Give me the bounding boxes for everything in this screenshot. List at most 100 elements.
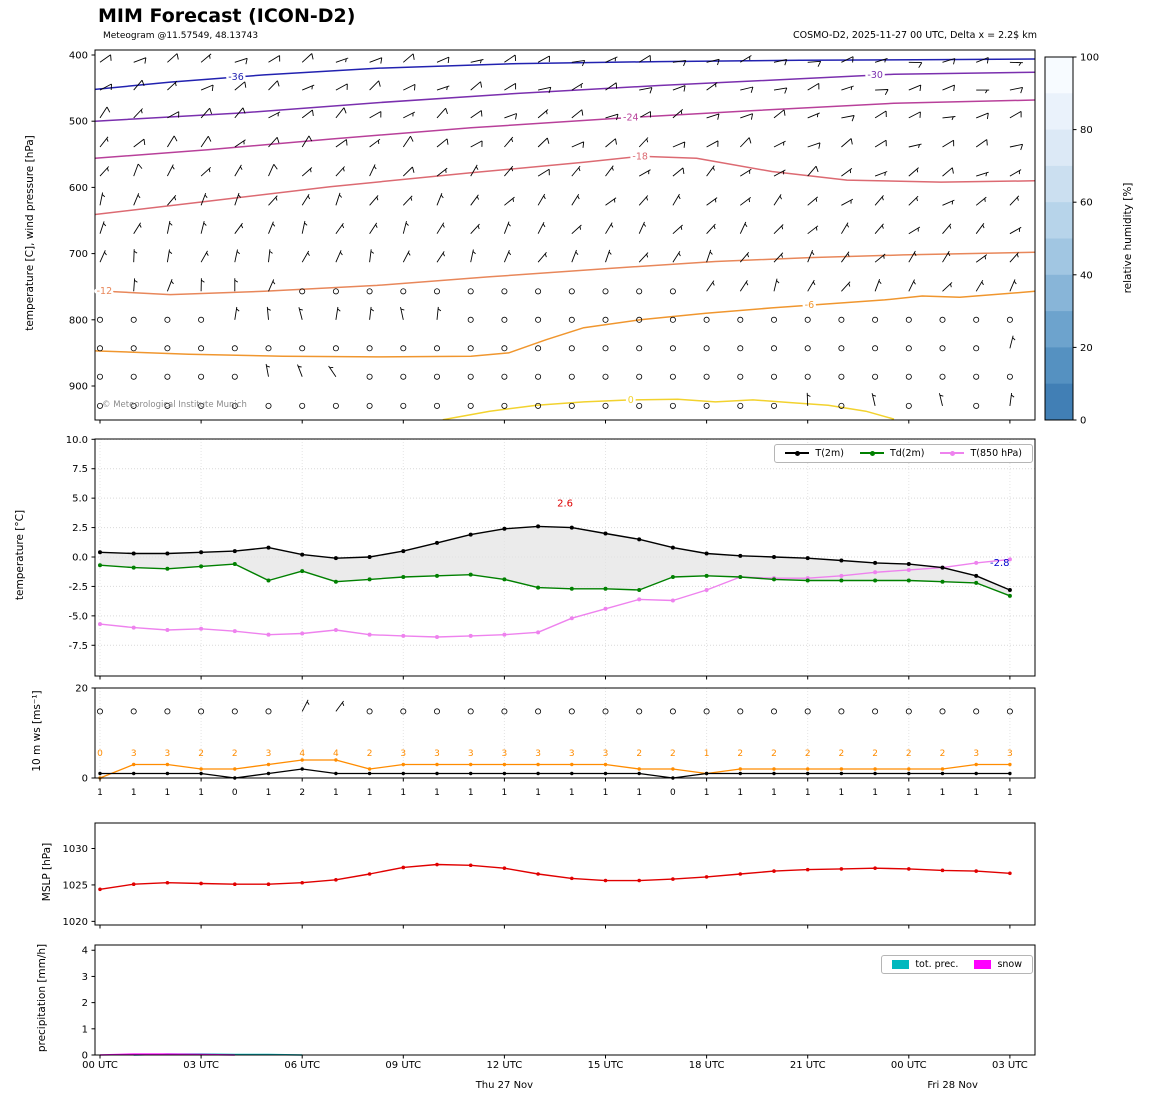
svg-text:2: 2 (232, 749, 238, 759)
svg-text:-2.5: -2.5 (68, 582, 88, 593)
svg-text:-24: -24 (623, 112, 639, 123)
wind-panel: 2 0 0 (75, 684, 1036, 785)
wind-barbs (97, 53, 1024, 409)
svg-text:21 UTC: 21 UTC (790, 1060, 826, 1071)
precip-panel: 4 3 2 1 0 (82, 944, 1036, 1062)
td2m-line-sample (859, 449, 884, 458)
t850-line-sample (940, 449, 965, 458)
svg-text:3: 3 (603, 749, 609, 759)
svg-text:0: 0 (232, 788, 238, 798)
svg-text:1: 1 (367, 788, 373, 798)
svg-text:2: 2 (299, 788, 305, 798)
svg-text:1: 1 (805, 788, 811, 798)
legend-item-t850: T(850 hPa) (940, 448, 1022, 459)
svg-text:03 UTC: 03 UTC (183, 1060, 219, 1071)
svg-text:3: 3 (165, 749, 171, 759)
pressure-panel: 400 500 600 700 800 900 (69, 49, 1036, 424)
contour-labels: -36 -30 -24 -18 -12 -6 0 (94, 68, 885, 409)
legend-item-totprec: tot. prec. (892, 959, 958, 970)
svg-text:3: 3 (569, 749, 575, 759)
svg-text:4: 4 (82, 946, 88, 957)
wind-value-labels: 0 3 3 2 2 3 4 4 2 3 3 3 3 3 3 3 2 2 1 2 2 2 2 2 2 2 3 3 1 1 1 1 0 1 2 1 1 1 1 1… (97, 749, 1013, 798)
precip-legend: tot. prec. snow (881, 955, 1033, 974)
subtitle-coordinates: Meteogram @11.57549, 48.13743 (103, 31, 259, 41)
svg-text:5.0: 5.0 (72, 494, 88, 505)
svg-text:12 UTC: 12 UTC (487, 1060, 523, 1071)
wind-direction-symbols (97, 699, 1013, 715)
humidity-colorbar-label: relative humidity [%] (1122, 182, 1134, 294)
svg-text:1: 1 (1007, 788, 1013, 798)
svg-text:-30: -30 (867, 70, 883, 81)
svg-text:1: 1 (468, 788, 474, 798)
svg-text:1: 1 (131, 788, 137, 798)
svg-text:2.6: 2.6 (557, 498, 573, 509)
svg-text:0: 0 (97, 749, 103, 759)
svg-text:1: 1 (400, 788, 406, 798)
svg-text:1: 1 (636, 788, 642, 798)
mslp-panel: 1030 1025 1020 (63, 822, 1036, 929)
x-axis-labels: 00 UTC 03 UTC 06 UTC 09 UTC 12 UTC 15 UTC 18 U… (82, 1060, 1028, 1091)
svg-text:1: 1 (737, 788, 743, 798)
svg-text:400: 400 (69, 51, 88, 62)
svg-text:1030: 1030 (63, 844, 88, 855)
svg-text:1: 1 (940, 788, 946, 798)
legend-item-t2m: T(2m) (785, 448, 844, 459)
svg-text:3: 3 (1007, 749, 1013, 759)
svg-text:2: 2 (367, 749, 373, 759)
svg-text:09 UTC: 09 UTC (385, 1060, 421, 1071)
temperature-axis-label: temperature [°C] (14, 509, 26, 601)
svg-text:1: 1 (333, 788, 339, 798)
svg-text:06 UTC: 06 UTC (284, 1060, 320, 1071)
svg-text:1: 1 (771, 788, 777, 798)
legend-label-snow: snow (997, 959, 1022, 970)
svg-text:2: 2 (940, 749, 946, 759)
svg-text:500: 500 (69, 117, 88, 128)
svg-text:1: 1 (704, 788, 710, 798)
svg-text:-12: -12 (97, 286, 113, 297)
svg-text:3: 3 (400, 749, 406, 759)
pressure-axis-label: temperature [C], wind pressure [hPa] (24, 135, 36, 331)
svg-text:3: 3 (535, 749, 541, 759)
svg-text:1: 1 (434, 788, 440, 798)
svg-text:-5.0: -5.0 (68, 611, 88, 622)
svg-text:03 UTC: 03 UTC (992, 1060, 1028, 1071)
svg-text:1: 1 (603, 788, 609, 798)
svg-text:15 UTC: 15 UTC (588, 1060, 624, 1071)
svg-text:600: 600 (69, 183, 88, 194)
svg-text:2: 2 (636, 749, 642, 759)
legend-label-t2m: T(2m) (815, 448, 844, 459)
svg-text:900: 900 (69, 382, 88, 393)
copyright-note: © Meteorological Institute Munich (102, 400, 247, 410)
svg-text:0: 0 (82, 1051, 88, 1062)
svg-text:1: 1 (165, 788, 171, 798)
svg-text:3: 3 (434, 749, 440, 759)
svg-text:700: 700 (69, 249, 88, 260)
svg-text:1: 1 (266, 788, 272, 798)
svg-text:0: 0 (628, 395, 634, 406)
svg-text:1025: 1025 (63, 880, 88, 891)
svg-text:Fri 28 Nov: Fri 28 Nov (927, 1080, 978, 1091)
svg-text:10.0: 10.0 (66, 435, 88, 446)
svg-text:7.5: 7.5 (72, 464, 88, 475)
svg-text:2: 2 (906, 749, 912, 759)
svg-text:80: 80 (1080, 125, 1093, 136)
t2m-line-sample (785, 449, 810, 458)
svg-text:800: 800 (69, 315, 88, 326)
svg-text:3: 3 (131, 749, 137, 759)
svg-text:60: 60 (1080, 198, 1093, 209)
svg-text:100: 100 (1080, 53, 1099, 64)
page-title: MIM Forecast (ICON-D2) (98, 5, 356, 27)
legend-item-td2m: Td(2m) (859, 448, 925, 459)
svg-text:3: 3 (468, 749, 474, 759)
svg-text:40: 40 (1080, 270, 1093, 281)
svg-text:0.0: 0.0 (72, 553, 88, 564)
svg-text:20: 20 (1080, 343, 1093, 354)
temperature-legend: T(2m) Td(2m) T(850 hPa) (774, 444, 1033, 463)
svg-text:0: 0 (82, 774, 88, 785)
legend-label-td2m: Td(2m) (889, 448, 925, 459)
svg-text:-18: -18 (632, 151, 648, 162)
svg-text:1: 1 (82, 1024, 88, 1035)
svg-text:1: 1 (535, 788, 541, 798)
